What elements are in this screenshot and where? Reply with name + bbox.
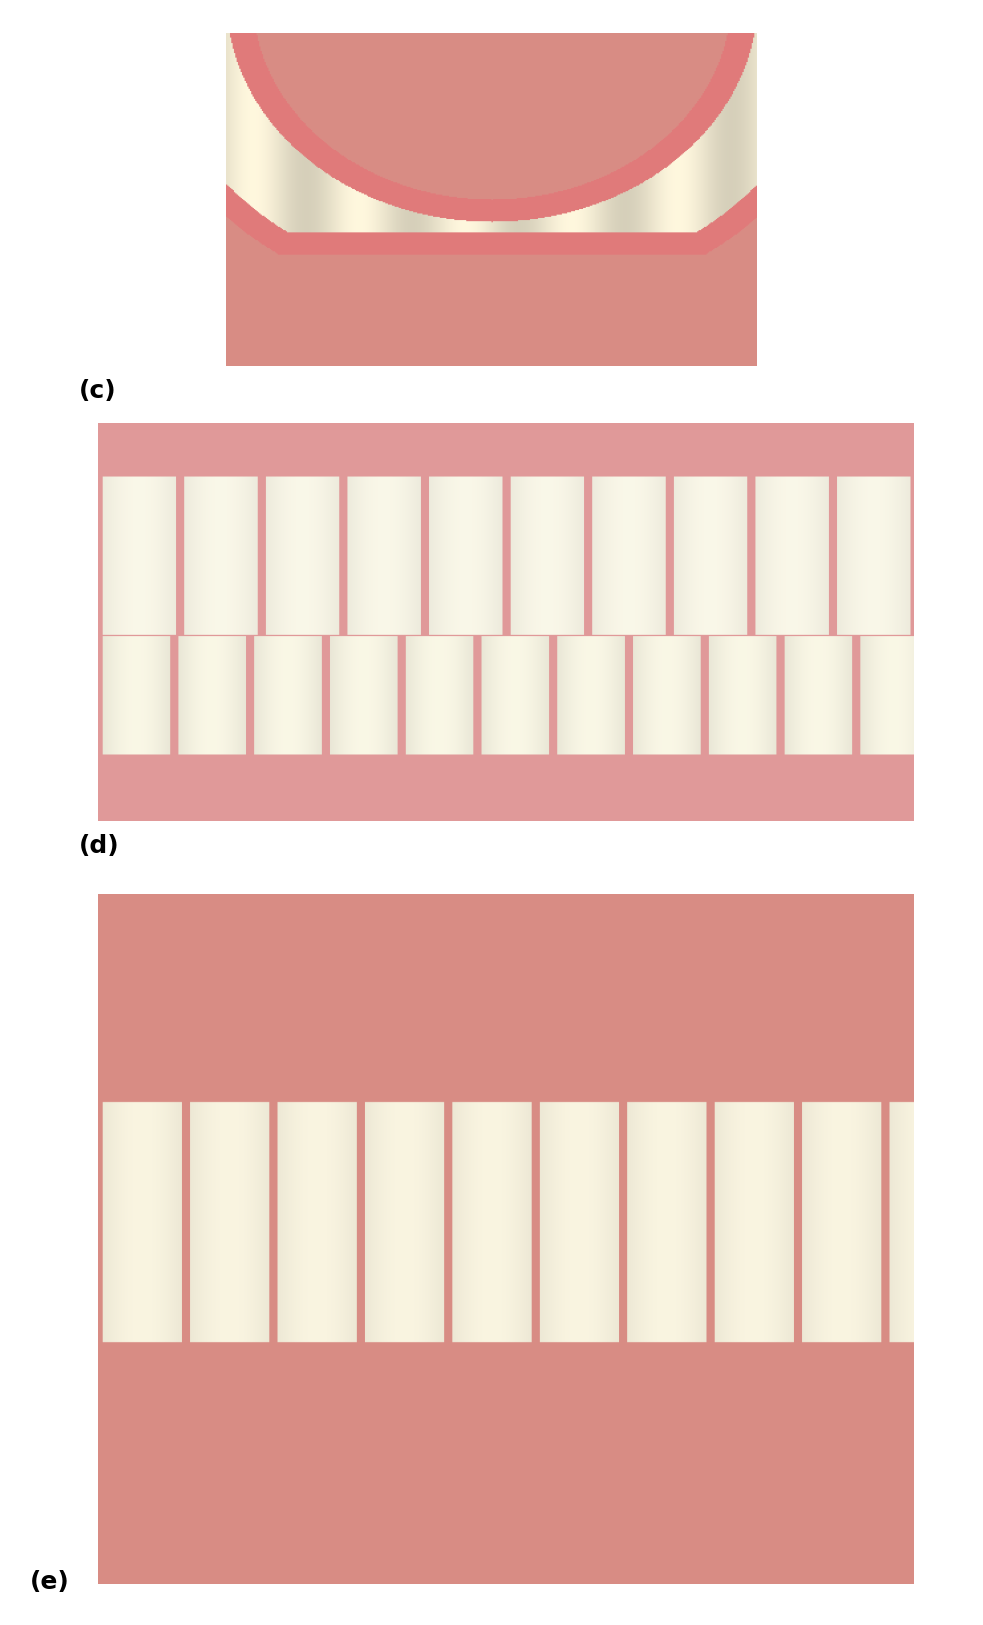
Text: (e): (e) (29, 1570, 69, 1594)
Text: (d): (d) (79, 834, 119, 858)
Text: (c): (c) (79, 379, 116, 403)
